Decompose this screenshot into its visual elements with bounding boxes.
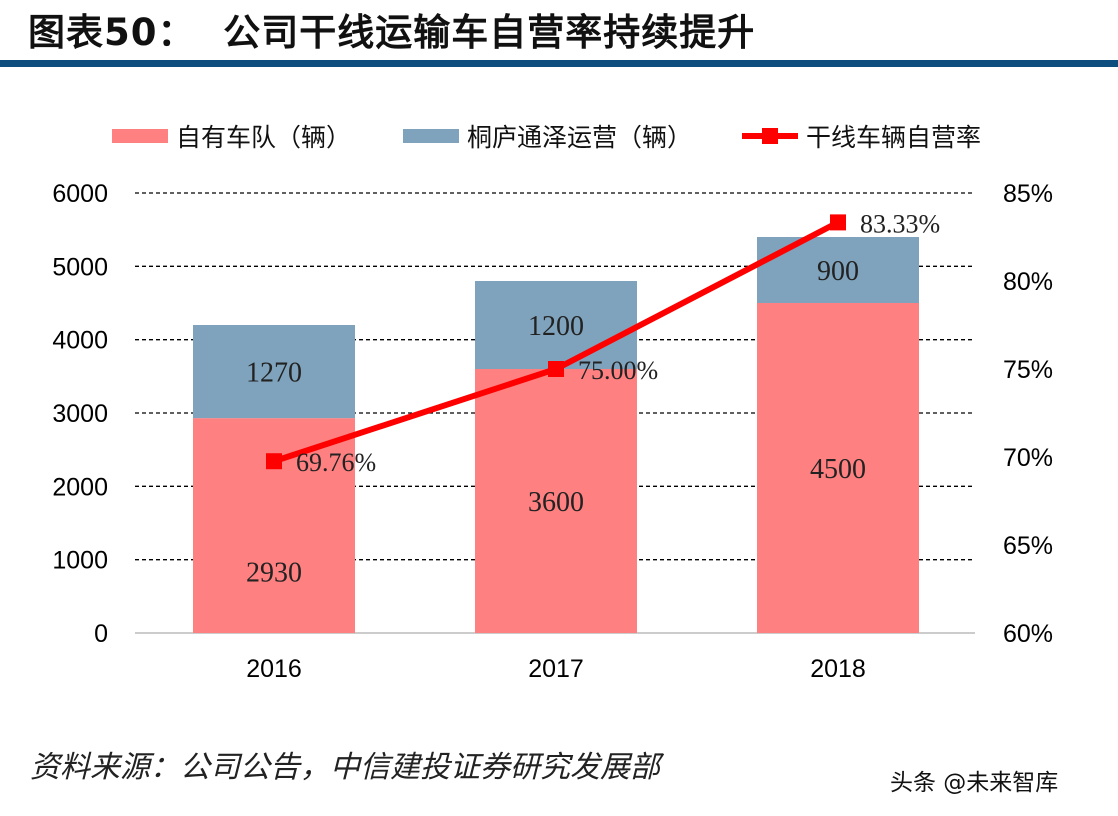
line-data-label: 75.00% <box>578 356 658 385</box>
right-tick-label: 60% <box>1003 620 1053 648</box>
right-tick-label: 70% <box>1003 444 1053 472</box>
bar-data-label: 4500 <box>810 454 866 485</box>
title-divider <box>0 60 1118 67</box>
left-tick-label: 0 <box>94 620 108 648</box>
x-tick-label: 2017 <box>528 655 584 683</box>
left-tick-label: 1000 <box>52 547 108 575</box>
bar-data-label: 1200 <box>528 311 584 342</box>
x-tick-label: 2018 <box>810 655 866 683</box>
bar-data-label: 1270 <box>246 358 302 389</box>
bar-data-label: 3600 <box>528 487 584 518</box>
right-tick-label: 75% <box>1003 356 1053 384</box>
right-tick-label: 80% <box>1003 268 1053 296</box>
line-data-label: 83.33% <box>860 209 940 238</box>
legend-label: 桐庐通泽运营（辆） <box>467 124 692 152</box>
left-tick-label: 5000 <box>52 253 108 281</box>
line-data-label: 69.76% <box>296 448 376 477</box>
line-marker <box>266 453 282 470</box>
left-tick-label: 3000 <box>52 400 108 428</box>
bar-data-label: 900 <box>817 256 859 287</box>
left-tick-label: 6000 <box>52 180 108 208</box>
watermark: 头条 @未来智库 <box>890 770 1059 796</box>
legend-swatch <box>403 129 459 143</box>
bar-segment <box>193 325 355 419</box>
page-title: 图表50： 公司干线运输车自营率持续提升 <box>28 11 756 54</box>
bar-segment <box>475 369 637 633</box>
bar-segment <box>757 303 919 633</box>
line-marker <box>548 361 564 377</box>
legend-label: 干线车辆自营率 <box>806 124 981 152</box>
legend-label: 自有车队（辆） <box>176 124 351 152</box>
source-note: 资料来源：公司公告，中信建投证券研究发展部 <box>30 750 660 785</box>
line-marker <box>830 214 846 231</box>
bar-data-label: 2930 <box>246 557 302 588</box>
left-tick-label: 4000 <box>52 327 108 355</box>
bar-segment <box>475 281 637 369</box>
right-tick-label: 65% <box>1003 532 1053 560</box>
x-tick-label: 2016 <box>246 655 302 683</box>
legend-marker <box>762 128 778 144</box>
right-tick-label: 85% <box>1003 180 1053 208</box>
legend-swatch <box>112 129 168 143</box>
left-tick-label: 2000 <box>52 473 108 501</box>
